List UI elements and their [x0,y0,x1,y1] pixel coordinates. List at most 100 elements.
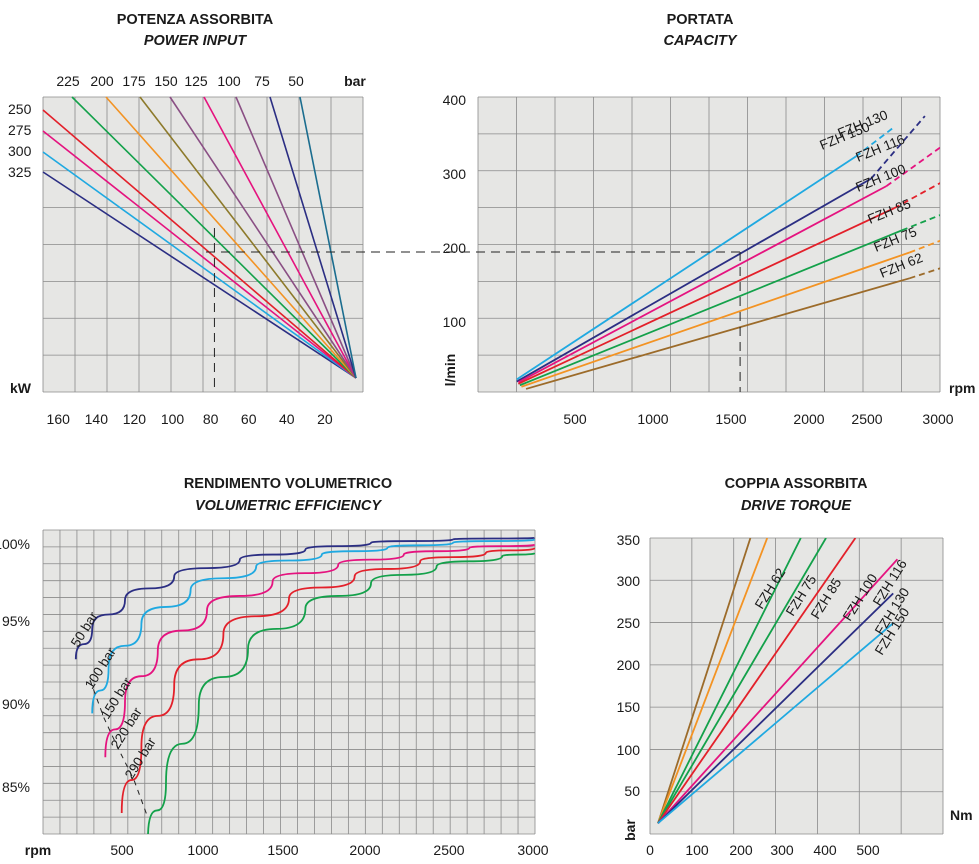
power-x-tick: 20 [317,411,333,427]
capacity-line-extension [885,146,940,187]
capacity-line-extension [909,267,940,280]
torque-line [657,558,899,824]
efficiency-x-tick: 1000 [187,842,218,858]
power-top-tick: 150 [154,73,178,89]
torque-y-tick: 50 [624,783,640,799]
power-input-subtitle: POWER INPUT [144,33,247,49]
power-top-tick: 100 [217,73,241,89]
efficiency-series-group [74,536,535,834]
capacity-line-fzh-85 [519,229,903,387]
capacity-x-tick: 500 [563,411,587,427]
capacity-y-tick: 400 [443,92,467,108]
capacity-y-tick: 300 [443,166,467,182]
torque-line [657,538,769,824]
power-line-275-bar [42,130,357,379]
torque-line [657,622,894,824]
capacity-x-tick: 2000 [793,411,824,427]
torque-y-unit: bar [622,819,638,841]
efficiency-curve-290-bar [147,552,535,834]
power-line-250-bar [42,109,357,379]
capacity-x-tick: 1500 [715,411,746,427]
efficiency-curve-100-bar [91,538,535,714]
capacity-line-fzh-150 [516,155,857,381]
capacity-series-group [516,115,940,390]
torque-y-tick: 100 [617,742,641,758]
capacity-y-unit: l/min [442,354,458,387]
power-line-125-bar [203,96,357,379]
capacity-line-fzh-75 [521,251,910,388]
torque-y-tick: 300 [617,573,641,589]
torque-x-tick: 300 [770,842,794,858]
power-line-75-bar [269,96,357,379]
efficiency-x-unit: rpm [25,842,51,858]
power-x-tick: 40 [279,411,295,427]
efficiency-x-tick: 1500 [267,842,298,858]
capacity-x-tick: 2500 [851,411,882,427]
efficiency-y-tick: 85% [2,779,30,795]
power-line-175-bar [139,96,357,379]
drive-torque-title: COPPIA ASSORBITA [725,476,868,492]
torque-line [657,538,752,824]
efficiency-x-tick: 500 [110,842,134,858]
efficiency-x-tick: 2000 [349,842,380,858]
torque-series-group [657,538,899,824]
torque-x-tick: 200 [729,842,753,858]
power-top-tick: 75 [254,73,270,89]
capacity-x-unit: rpm [949,380,975,396]
efficiency-y-tick: 95% [2,613,30,629]
power-line-150-bar [169,96,357,379]
capacity-title: PORTATA [667,12,734,28]
torque-x-tick: 0 [646,842,654,858]
power-top-unit: bar [344,73,366,89]
drive-torque-chart: 0 100 200 300 400 50050100150200250300350FZH … [617,532,944,858]
torque-y-tick: 150 [617,699,641,715]
efficiency-y-tick: 90% [2,696,30,712]
power-line-100-bar [235,96,357,379]
torque-line [657,538,857,824]
volumetric-efficiency-subtitle: VOLUMETRIC EFFICIENCY [195,498,382,514]
capacity-line-extension [901,214,940,232]
power-left-tick: 300 [8,143,32,159]
power-x-tick: 80 [203,411,219,427]
torque-x-tick: 400 [813,842,837,858]
volumetric-efficiency-title: RENDIMENTO VOLUMETRICO [184,476,392,492]
power-input-chart: 160 140 120 100 80 60 40 20 225 200 175 150 125 100 75… [8,73,364,427]
capacity-x-tick: 1000 [637,411,668,427]
efficiency-x-tick: 3000 [517,842,548,858]
torque-line [657,538,827,824]
capacity-subtitle: CAPACITY [663,33,737,49]
power-top-tick: 200 [90,73,114,89]
power-line-325-bar [42,171,357,379]
capacity-line-fzh-130 [516,177,872,383]
torque-x-tick: 500 [856,842,880,858]
capacity-line-extension [893,182,940,210]
power-top-tick: 175 [122,73,146,89]
torque-y-tick: 200 [617,657,641,673]
power-x-tick: 160 [47,411,71,427]
efficiency-curve-220-bar [120,547,535,813]
drive-torque-subtitle: DRIVE TORQUE [741,498,852,514]
capacity-y-tick: 200 [443,240,467,256]
torque-plot-area [650,538,943,834]
power-left-tick: 325 [8,164,32,180]
torque-x-unit: Nm [950,807,973,823]
capacity-line-fzh-62 [525,277,910,390]
efficiency-limit-line [89,679,149,819]
power-input-title: POTENZA ASSORBITA [117,12,274,28]
capacity-line-fzh-100 [517,207,895,385]
power-line-300-bar [42,151,357,379]
efficiency-curve-50-bar [74,536,535,660]
torque-y-tick: 350 [617,532,641,548]
capacity-line-extension [909,239,940,254]
power-top-tick: 225 [56,73,80,89]
capacity-y-tick: 100 [443,314,467,330]
power-x-tick: 120 [123,411,147,427]
power-x-tick: 140 [85,411,109,427]
torque-line [657,538,802,824]
power-line-50-bar [299,96,357,379]
power-left-tick: 250 [8,101,32,117]
